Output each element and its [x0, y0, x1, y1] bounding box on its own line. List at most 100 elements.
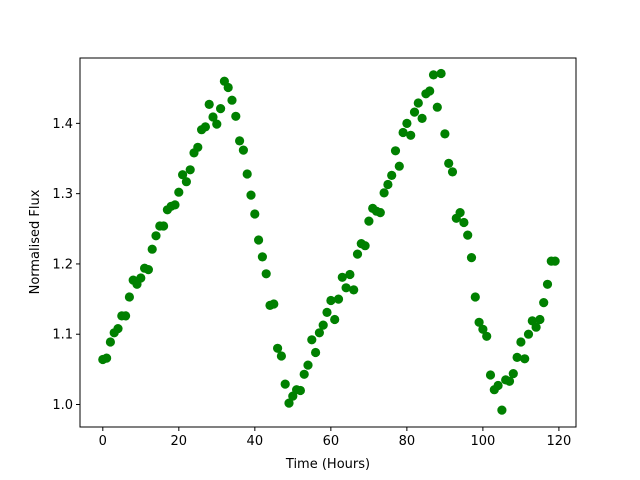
data-point [387, 170, 397, 180]
data-point [284, 398, 294, 408]
x-tick-label: 60 [323, 434, 340, 449]
data-point [413, 98, 423, 108]
y-tick-label: 1.2 [52, 257, 73, 272]
data-point [520, 354, 530, 364]
x-axis-ticks: 0 20 40 60 80 100 120 [99, 427, 571, 449]
data-point [212, 119, 222, 129]
data-point [330, 314, 340, 325]
data-point [482, 331, 492, 341]
data-point [425, 86, 435, 96]
x-tick-label: 20 [171, 434, 188, 449]
data-point [508, 369, 518, 379]
data-point [360, 241, 370, 251]
data-point [440, 129, 450, 139]
data-point [326, 295, 336, 306]
data-point [102, 353, 112, 363]
data-point [349, 285, 359, 295]
data-point [261, 269, 271, 279]
x-tick-label: 40 [247, 434, 264, 449]
data-point [463, 230, 473, 240]
y-axis-label: Normalised Flux [28, 189, 43, 294]
data-point [269, 299, 279, 309]
data-point [512, 352, 522, 362]
data-point [250, 209, 260, 219]
data-point [379, 188, 389, 198]
data-point [436, 68, 446, 79]
data-point [539, 298, 549, 308]
y-tick-label: 1.1 [52, 328, 73, 343]
data-point [493, 380, 503, 391]
data-point [159, 221, 169, 231]
data-point [181, 177, 191, 187]
data-point [303, 360, 313, 370]
data-point [223, 82, 233, 93]
data-point [204, 99, 214, 109]
data-point [474, 317, 484, 327]
data-point [432, 102, 442, 112]
x-tick-label: 100 [470, 434, 495, 449]
data-point [459, 217, 469, 228]
data-point [375, 208, 385, 218]
data-point [322, 307, 332, 317]
data-point [200, 122, 210, 132]
data-point [364, 216, 374, 226]
x-axis-label: Time (Hours) [285, 457, 370, 472]
data-point [345, 269, 355, 280]
data-point [516, 337, 526, 347]
data-point [208, 112, 218, 122]
data-point [257, 252, 267, 262]
data-point [231, 111, 241, 121]
data-point [542, 279, 553, 289]
y-tick-label: 1.4 [52, 117, 73, 132]
data-point [390, 146, 401, 156]
y-tick-label: 1.3 [52, 187, 73, 202]
data-point [485, 370, 496, 380]
data-point [227, 95, 237, 105]
data-point [550, 256, 560, 266]
x-tick-label: 80 [399, 434, 416, 449]
data-point [276, 351, 286, 361]
data-point [535, 314, 545, 325]
data-point [311, 347, 321, 358]
data-point [136, 273, 146, 283]
data-point [497, 405, 507, 415]
x-tick-label: 0 [99, 434, 107, 449]
data-point [417, 113, 427, 123]
data-point [242, 169, 252, 179]
data-point [143, 265, 153, 275]
data-point [174, 187, 184, 197]
data-point [113, 324, 123, 334]
data-point [246, 190, 256, 200]
data-point [337, 272, 347, 282]
data-point [147, 244, 157, 254]
data-point [428, 70, 439, 80]
data-point [295, 385, 305, 396]
data-point [307, 335, 317, 345]
data-point [235, 136, 245, 146]
data-point [170, 200, 180, 210]
data-point [216, 104, 226, 114]
data-point [314, 328, 324, 338]
data-point [121, 311, 131, 321]
plot-frame [79, 57, 577, 428]
data-point [444, 158, 454, 168]
data-points [98, 68, 560, 415]
data-point [151, 231, 161, 241]
data-point [280, 379, 290, 389]
data-point [409, 107, 420, 117]
data-point [383, 179, 393, 190]
data-point [185, 165, 195, 175]
data-point [406, 130, 416, 140]
data-point [402, 118, 412, 128]
data-point [299, 369, 309, 379]
data-point [455, 208, 465, 218]
data-point [531, 322, 541, 332]
data-point [273, 343, 283, 353]
y-tick-label: 1.0 [52, 398, 73, 413]
data-point [341, 283, 351, 293]
data-point [238, 145, 248, 155]
data-point [254, 235, 264, 245]
y-axis-ticks: 1.0 1.1 1.2 1.3 1.4 [52, 117, 80, 413]
